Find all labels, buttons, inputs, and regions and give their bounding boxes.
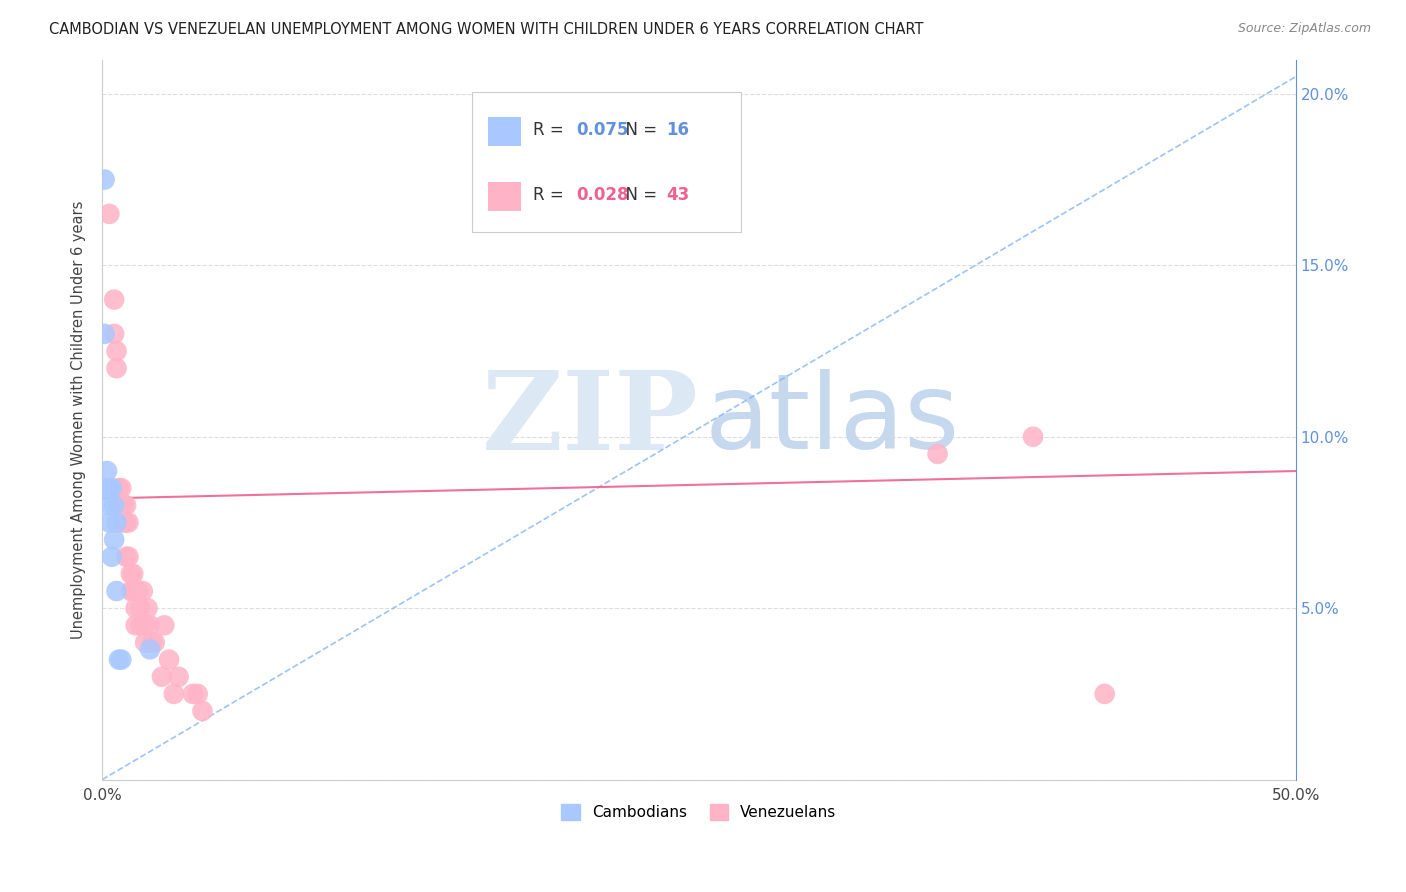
Text: 0.075: 0.075 [576,121,628,139]
Point [108,652,131,666]
Point [143,635,166,649]
Point [93,326,115,341]
Point [110,652,132,666]
Point [120,584,142,599]
Text: Source: ZipAtlas.com: Source: ZipAtlas.com [1237,22,1371,36]
Point [108,498,131,512]
Point [122,584,145,599]
FancyBboxPatch shape [488,117,522,146]
FancyBboxPatch shape [472,92,741,233]
Point [167,670,190,684]
Point [181,687,204,701]
Point [132,584,155,599]
Point [96,481,118,495]
Point [153,618,176,632]
Point [124,601,146,615]
Point [105,344,128,359]
Y-axis label: Unemployment Among Women with Children Under 6 years: Unemployment Among Women with Children U… [72,201,86,639]
Point [112,498,135,512]
Text: CAMBODIAN VS VENEZUELAN UNEMPLOYMENT AMONG WOMEN WITH CHILDREN UNDER 6 YEARS COR: CAMBODIAN VS VENEZUELAN UNEMPLOYMENT AMO… [49,22,924,37]
Text: N =: N = [616,121,662,139]
Point [129,618,152,632]
Point [117,516,139,530]
Point [136,601,159,615]
Point [105,516,128,530]
Point [127,584,149,599]
Point [96,464,118,478]
Point [105,361,128,376]
Point [100,481,122,495]
Point [103,326,125,341]
Point [129,601,152,615]
Text: R =: R = [533,186,569,204]
Point [163,687,186,701]
Point [139,642,162,657]
Point [98,207,121,221]
Point [124,618,146,632]
Point [187,687,209,701]
Point [122,566,145,581]
Point [115,516,138,530]
Point [191,704,214,718]
Point [112,516,135,530]
Point [150,670,173,684]
Point [157,652,180,666]
Point [115,498,138,512]
Text: ZIP: ZIP [482,366,699,473]
Point [98,498,121,512]
Point [115,549,138,564]
Point [141,635,163,649]
Point [103,293,125,307]
Text: atlas: atlas [704,368,960,471]
Point [103,498,125,512]
Point [108,481,131,495]
Point [117,549,139,564]
Text: N =: N = [616,186,662,204]
Point [105,584,128,599]
Text: 16: 16 [666,121,690,139]
Point [98,516,121,530]
Point [103,533,125,547]
Point [100,549,122,564]
Point [927,447,949,461]
Text: 0.028: 0.028 [576,186,628,204]
Text: 43: 43 [666,186,690,204]
Point [93,172,115,186]
Point [98,481,121,495]
Point [110,498,132,512]
Point [120,566,142,581]
Point [110,481,132,495]
FancyBboxPatch shape [488,182,522,211]
Point [134,618,156,632]
Legend: Cambodians, Venezuelans: Cambodians, Venezuelans [555,797,842,826]
Text: R =: R = [533,121,569,139]
Point [1094,687,1116,701]
Point [1022,430,1045,444]
Point [139,618,162,632]
Point [134,635,156,649]
